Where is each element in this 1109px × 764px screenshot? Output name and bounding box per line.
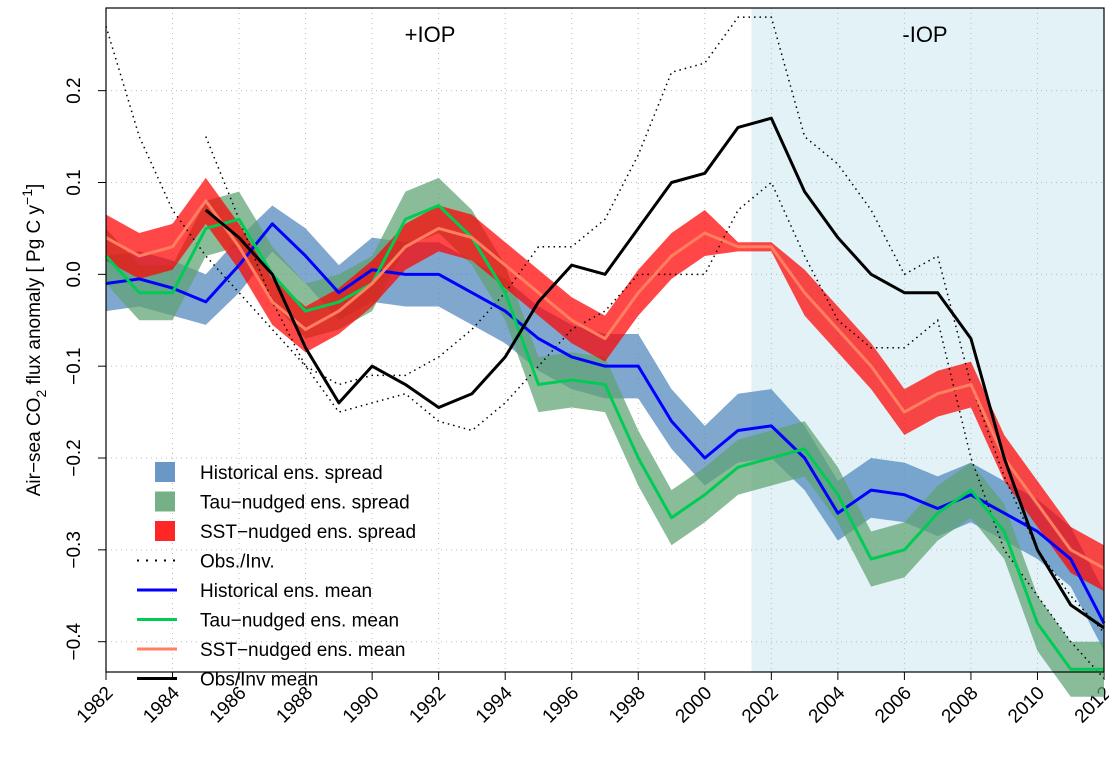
y-tick-label: 0.1 xyxy=(64,169,85,195)
y-axis-label: Air−sea CO2 flux anomaly [ Pg C y−1] xyxy=(19,184,49,497)
mean-line xyxy=(105,222,1106,625)
x-tick-label: 1984 xyxy=(139,682,184,727)
obs-bound-line xyxy=(205,136,1105,679)
x-tick-label: 1996 xyxy=(539,683,584,728)
y-tick-label: −0.2 xyxy=(64,439,85,477)
x-tick-label: 2006 xyxy=(871,683,916,728)
legend-label: Historical ens. spread xyxy=(200,463,383,484)
legend-label: SST−nudged ens. mean xyxy=(200,640,405,661)
annotation: -IOP xyxy=(902,22,947,47)
x-tick-label: 2000 xyxy=(672,683,717,728)
x-tick-label: 2010 xyxy=(1004,683,1049,728)
y-label-part: ] xyxy=(24,184,45,189)
y-label-part: flux anomaly [ Pg C y xyxy=(24,204,45,389)
x-tick-label: 2004 xyxy=(805,682,850,727)
x-tick-label: 1994 xyxy=(472,682,517,727)
legend-swatch xyxy=(155,491,175,512)
legend-label: Historical ens. mean xyxy=(200,581,372,602)
y-tick-label: −0.1 xyxy=(64,347,85,385)
legend-swatch xyxy=(155,462,175,482)
legend-label: Obs/Inv mean xyxy=(200,670,318,691)
legend-label: SST−nudged ens. spread xyxy=(200,522,416,543)
legend-label: Obs./Inv. xyxy=(200,552,275,573)
annotation: +IOP xyxy=(405,22,456,47)
y-tick-label: 0.0 xyxy=(64,261,85,287)
legend-swatch xyxy=(155,521,175,541)
y-label-part: Air−sea CO xyxy=(24,398,45,497)
x-tick-label: 1998 xyxy=(605,683,650,728)
x-tick-label: 1992 xyxy=(405,683,450,728)
x-tick-label: 1990 xyxy=(339,683,384,728)
mean-line xyxy=(204,116,1105,630)
x-tick-label: 2002 xyxy=(738,683,783,728)
y-tick-label: −0.3 xyxy=(64,531,85,569)
plot-border xyxy=(105,7,1105,673)
legend-label: Tau−nudged ens. spread xyxy=(200,493,410,514)
legend-label: Tau−nudged ens. mean xyxy=(200,611,399,632)
y-tick-label: −0.4 xyxy=(64,623,85,661)
y-label-sub: 2 xyxy=(33,390,49,398)
y-label-sup: −1 xyxy=(19,189,35,205)
mean-line xyxy=(105,199,1105,570)
y-tick-label: 0.2 xyxy=(64,77,85,103)
x-tick-label: 1982 xyxy=(73,683,118,728)
x-tick-label: 2008 xyxy=(938,683,983,728)
obs-bound-line xyxy=(105,16,1105,634)
